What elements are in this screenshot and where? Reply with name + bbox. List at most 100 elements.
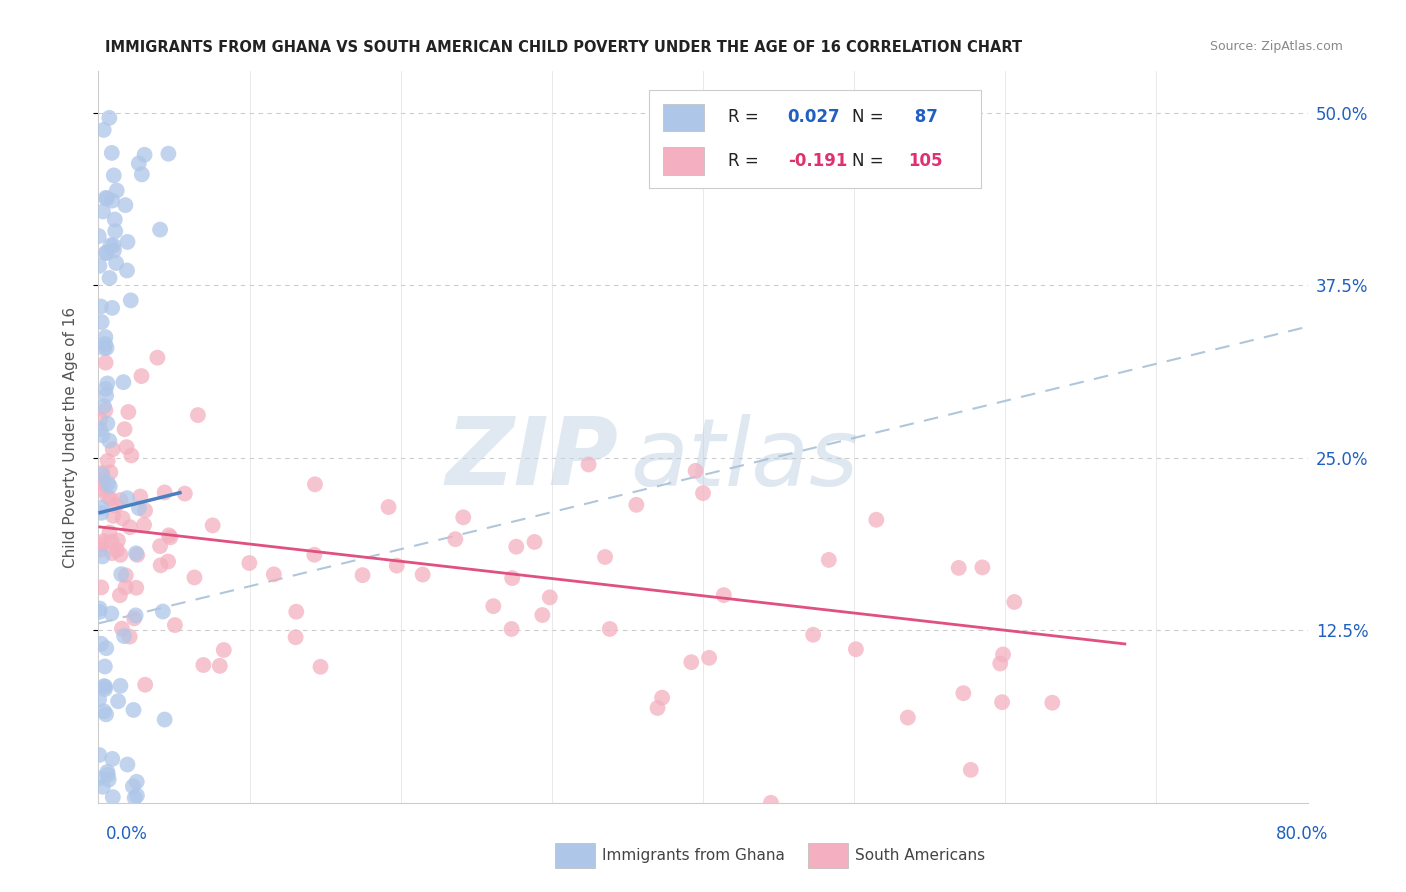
Point [87, 692, 110, 706]
Point [149, 558, 172, 573]
Point [98, 479, 121, 493]
Point [801, 628, 824, 642]
Point [90, 537, 112, 551]
Text: N =: N = [852, 153, 889, 170]
Point [90, 637, 112, 651]
Point [110, 567, 132, 582]
Point [120, 449, 142, 463]
Point [98, 271, 121, 285]
Text: South Americans: South Americans [855, 848, 986, 863]
Point [263, 567, 285, 582]
Point [91, 780, 114, 794]
Point [157, 555, 180, 569]
Point [173, 486, 195, 500]
Point [146, 351, 169, 365]
Point [104, 499, 127, 513]
Point [101, 790, 124, 805]
Text: 105: 105 [908, 153, 943, 170]
Point [1002, 595, 1025, 609]
Point [352, 568, 374, 582]
Point [697, 650, 720, 665]
Point [284, 630, 307, 644]
Point [183, 570, 205, 584]
Point [94, 680, 117, 694]
Point [107, 694, 129, 708]
Point [125, 774, 148, 789]
Point [110, 679, 132, 693]
Point [759, 796, 782, 810]
Text: atlas: atlas [630, 414, 859, 505]
Point [101, 442, 124, 457]
Point [105, 256, 128, 270]
Point [98, 111, 121, 125]
Point [120, 293, 142, 308]
Point [112, 375, 135, 389]
Point [96, 376, 118, 391]
Point [309, 660, 332, 674]
Point [91, 428, 114, 442]
Point [523, 535, 546, 549]
Point [90, 506, 112, 520]
Point [117, 235, 139, 249]
Point [531, 607, 554, 622]
Point [94, 659, 117, 673]
Point [115, 491, 138, 505]
Point [103, 169, 125, 183]
Point [94, 682, 117, 697]
Text: -0.191: -0.191 [787, 153, 846, 170]
Point [451, 510, 474, 524]
Y-axis label: Child Poverty Under the Age of 16: Child Poverty Under the Age of 16 [63, 307, 77, 567]
Point [97, 476, 120, 491]
Point [578, 458, 600, 472]
Point [208, 658, 231, 673]
Point [692, 486, 714, 500]
Point [149, 539, 172, 553]
Point [89, 474, 111, 488]
Point [501, 571, 523, 585]
Point [127, 548, 149, 562]
Point [651, 690, 673, 705]
Point [101, 194, 124, 208]
Point [132, 517, 155, 532]
Point [377, 500, 399, 514]
Point [100, 238, 122, 252]
Point [118, 630, 141, 644]
Point [98, 491, 121, 506]
Point [93, 679, 115, 693]
Point [96, 764, 118, 779]
Point [94, 245, 117, 260]
Point [713, 588, 735, 602]
Point [97, 454, 120, 468]
Point [285, 605, 308, 619]
Point [212, 643, 235, 657]
Point [152, 605, 174, 619]
Point [193, 658, 215, 673]
FancyBboxPatch shape [664, 103, 704, 131]
Point [94, 382, 117, 396]
Point [96, 417, 118, 431]
Point [104, 224, 127, 238]
Point [201, 518, 224, 533]
Point [103, 238, 125, 252]
Point [87, 772, 110, 786]
Point [117, 757, 139, 772]
Point [105, 184, 128, 198]
Point [122, 611, 145, 625]
Point [125, 789, 148, 803]
Point [952, 686, 974, 700]
Point [897, 710, 920, 724]
Point [101, 546, 124, 560]
Point [94, 337, 117, 351]
FancyBboxPatch shape [648, 90, 981, 188]
Point [101, 752, 124, 766]
Point [105, 542, 128, 557]
Point [112, 629, 135, 643]
Point [988, 657, 1011, 671]
Point [114, 422, 136, 436]
Text: N =: N = [852, 109, 889, 127]
Text: 80.0%: 80.0% [1277, 825, 1329, 843]
Point [94, 356, 117, 370]
Point [93, 477, 115, 491]
Point [103, 244, 125, 258]
Point [89, 422, 111, 436]
